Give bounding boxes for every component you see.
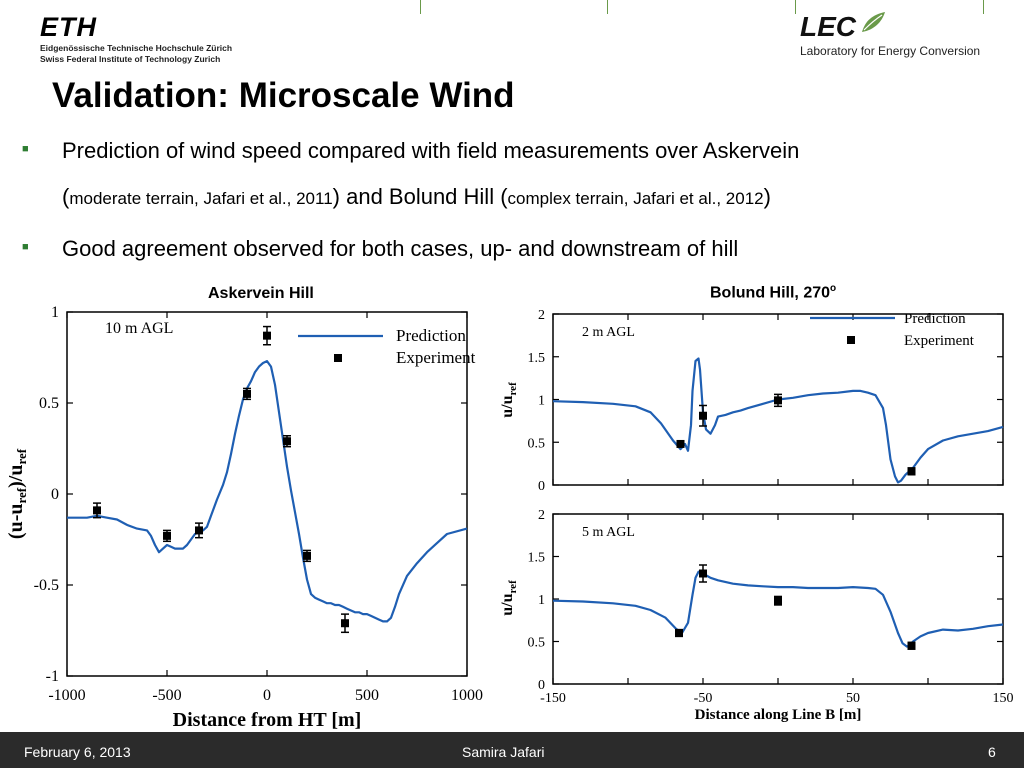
bullet-1-line-1: Prediction of wind speed compared with f…: [62, 138, 800, 163]
degree-sup: o: [830, 283, 837, 294]
experiment-point: [303, 551, 311, 560]
bolund-subtitle: Bolund Hill, 270o: [710, 283, 836, 302]
experiment-point: [263, 331, 271, 340]
experiment-point: [907, 467, 916, 476]
footer-author: Samira Jafari: [462, 744, 545, 760]
legend-label-prediction: Prediction: [396, 326, 466, 345]
x-tick-label: 1000: [451, 687, 483, 704]
y-axis-label: u/uref: [499, 580, 519, 616]
legend-label-prediction: Prediction: [904, 311, 966, 327]
experiment-point: [195, 526, 203, 535]
lec-logo: LEC: [800, 11, 856, 42]
experiment-point: [699, 569, 707, 578]
x-axis-label: Distance along Line B [m]: [695, 707, 862, 723]
footer-bar: February 6, 2013 Samira Jafari 6: [0, 732, 1024, 768]
experiment-point: [341, 619, 349, 628]
x-tick-label: -1000: [48, 687, 85, 704]
legend-marker: [334, 354, 342, 362]
experiment-point: [774, 596, 782, 605]
y-tick-label: 1.5: [528, 351, 546, 366]
y-tick-label: -0.5: [34, 577, 59, 594]
y-tick-label: 1: [51, 304, 59, 321]
lec-subtitle: Laboratory for Energy Conversion: [800, 44, 981, 58]
paren-close: ): [763, 184, 771, 209]
footer-date: February 6, 2013: [24, 744, 131, 760]
x-tick-label: 150: [993, 691, 1014, 706]
experiment-point: [283, 437, 291, 446]
footer-page-number: 6: [988, 744, 996, 760]
y-axis-label: u/uref: [499, 382, 519, 418]
y-tick-label: 0: [538, 479, 545, 494]
leaf-icon: [862, 12, 885, 32]
y-tick-label: 0.5: [528, 436, 546, 451]
experiment-point: [676, 439, 685, 448]
y-tick-label: 0.5: [39, 395, 59, 412]
x-tick-label: -50: [694, 691, 713, 706]
header-divider: [795, 0, 796, 14]
experiment-point: [907, 641, 916, 650]
square-bullet-icon: ■: [22, 143, 29, 155]
x-tick-label: 50: [846, 691, 860, 706]
y-tick-label: 1: [538, 394, 545, 409]
y-axis-label: (u-uref)/uref: [5, 448, 29, 539]
square-bullet-icon: ■: [22, 241, 29, 253]
eth-logo: ETH: [40, 12, 97, 42]
experiment-point: [675, 629, 683, 637]
y-tick-label: 0: [51, 486, 59, 503]
y-tick-label: 0: [538, 678, 545, 693]
x-tick-label: -500: [152, 687, 181, 704]
askervein-subtitle: Askervein Hill: [208, 285, 314, 302]
x-tick-label: 500: [355, 687, 379, 704]
experiment-point: [774, 396, 782, 405]
y-tick-label: 0.5: [528, 636, 546, 651]
slide-title: Validation: Microscale Wind: [52, 76, 515, 115]
header-divider: [607, 0, 608, 14]
y-tick-label: 2: [538, 308, 545, 323]
plot-annotation: 5 m AGL: [582, 525, 635, 540]
legend-marker: [847, 336, 855, 344]
prediction-line: [67, 360, 468, 623]
x-axis-label: Distance from HT [m]: [173, 709, 362, 731]
y-tick-label: 1: [538, 593, 545, 608]
eth-line-2: Swiss Federal Institute of Technology Zu…: [40, 54, 221, 64]
x-tick-label: -150: [540, 691, 566, 706]
eth-subtitle: Eidgenössische Technische Hochschule Zür…: [40, 43, 232, 65]
experiment-point: [163, 531, 171, 540]
prediction-line: [552, 357, 1004, 484]
citation-bolund: complex terrain, Jafari et al., 2012: [507, 189, 764, 208]
citation-askervein: moderate terrain, Jafari et al., 2011: [69, 189, 333, 208]
x-tick-label: 0: [263, 687, 271, 704]
legend-label-experiment: Experiment: [904, 333, 975, 349]
bullet-1-line-2: (moderate terrain, Jafari et al., 2011) …: [62, 186, 771, 210]
header-divider: [983, 0, 984, 14]
y-tick-label: -1: [46, 668, 59, 685]
plot-annotation: 2 m AGL: [582, 325, 635, 340]
prediction-line: [552, 570, 1004, 648]
eth-line-1: Eidgenössische Technische Hochschule Zür…: [40, 43, 233, 53]
paren-open: (: [62, 184, 70, 209]
bolund-subtitle-text: Bolund Hill, 270: [710, 284, 831, 302]
y-tick-label: 2: [538, 508, 545, 523]
y-tick-label: 1.5: [528, 551, 546, 566]
experiment-point: [243, 389, 251, 398]
header-divider: [420, 0, 421, 14]
experiment-point: [699, 411, 707, 420]
experiment-point: [93, 506, 101, 515]
plot-annotation: 10 m AGL: [105, 320, 173, 337]
bullet-1-mid-text: ) and Bolund Hill (: [332, 184, 508, 209]
bullet-2: Good agreement observed for both cases, …: [62, 236, 739, 261]
legend-label-experiment: Experiment: [396, 348, 476, 367]
